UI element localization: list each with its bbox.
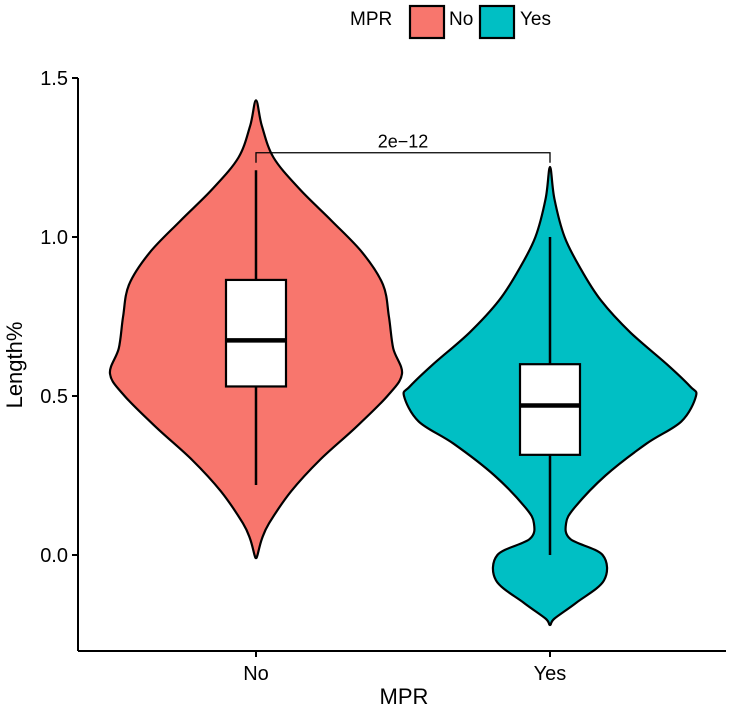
box-no — [224, 278, 288, 388]
y-tick-label: 0.5 — [40, 386, 68, 408]
y-tick-label: 1.5 — [40, 68, 68, 90]
y-axis-ticks: 0.0 0.5 1.0 1.5 — [40, 68, 78, 567]
legend-swatch-yes — [478, 4, 516, 40]
boxplot-layer — [224, 170, 582, 555]
y-tick-label: 0.0 — [40, 545, 68, 567]
legend: MPR No Yes — [350, 4, 551, 40]
legend-swatch-no — [408, 4, 446, 40]
significance-bracket — [255, 152, 551, 163]
legend-title: MPR — [350, 9, 392, 30]
x-tick-label: Yes — [534, 663, 567, 685]
y-tick-label: 1.0 — [40, 227, 68, 249]
y-axis-title: Length% — [2, 322, 27, 409]
box-yes — [518, 363, 582, 456]
legend-label-yes: Yes — [520, 9, 551, 30]
x-tick-label: No — [243, 663, 269, 685]
annotation-layer: 2e−12 — [255, 132, 551, 163]
significance-label: 2e−12 — [378, 132, 429, 152]
violin-layer — [108, 99, 698, 627]
x-axis-title: MPR — [380, 684, 429, 708]
x-axis-ticks: No Yes — [243, 651, 566, 685]
legend-label-no: No — [449, 9, 473, 30]
